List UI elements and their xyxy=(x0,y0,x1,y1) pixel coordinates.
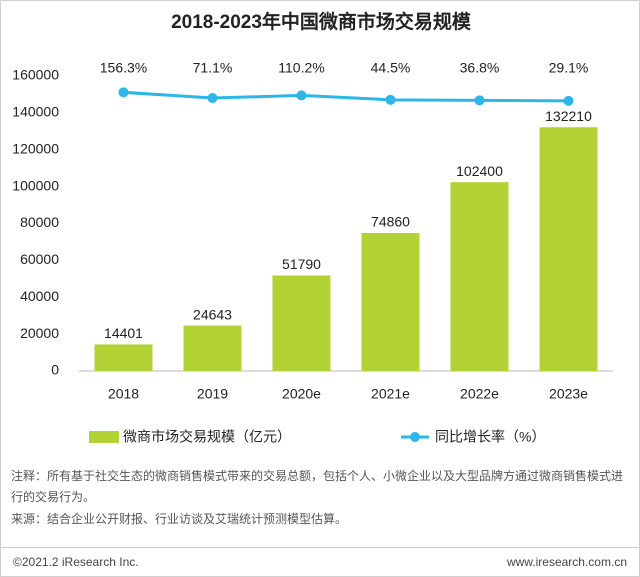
data-label: 156.3% xyxy=(100,60,147,76)
line-marker xyxy=(385,94,396,105)
y-tick-label: 0 xyxy=(51,362,59,378)
line-marker xyxy=(207,93,218,104)
x-tick-label: 2019 xyxy=(197,386,228,402)
data-label: 102400 xyxy=(456,163,503,179)
data-label: 14401 xyxy=(104,325,143,341)
note: 来源：结合企业公开财报、行业访谈及艾瑞统计预测模型估算。 xyxy=(11,512,348,526)
line-marker xyxy=(474,95,485,106)
x-tick-label: 2021e xyxy=(371,386,410,402)
data-label: 36.8% xyxy=(460,60,500,76)
bar xyxy=(450,182,509,371)
line xyxy=(123,90,569,103)
bar xyxy=(272,275,331,371)
y-tick-label: 80000 xyxy=(20,214,59,230)
y-tick-label: 40000 xyxy=(20,288,59,304)
legend-swatch xyxy=(410,432,420,442)
x-tick-label: 2018 xyxy=(108,386,139,402)
bar xyxy=(361,232,420,371)
data-label: 51790 xyxy=(282,256,321,272)
data-label: 71.1% xyxy=(193,60,233,76)
data-label: 110.2% xyxy=(278,60,324,76)
x-tick-label: 2020e xyxy=(282,386,321,402)
data-label: 44.5% xyxy=(371,60,411,76)
y-tick-label: 140000 xyxy=(12,104,59,120)
data-label: 74860 xyxy=(371,214,410,230)
bar xyxy=(183,325,242,371)
y-tick-label: 20000 xyxy=(20,325,59,341)
y-tick-label: 60000 xyxy=(20,251,59,267)
data-label: 132210 xyxy=(545,108,592,124)
chart: 2018-2023年中国微商市场交易规模 0 20000 40000 60000 800… xyxy=(12,10,613,445)
legend-label: 同比增长率（%） xyxy=(435,429,545,445)
divider xyxy=(1,547,639,548)
y-tick-label: 160000 xyxy=(12,67,59,83)
line-marker xyxy=(296,90,307,101)
legend-swatch xyxy=(89,431,119,443)
y-tick-label: 100000 xyxy=(12,177,59,193)
legend-label: 微商市场交易规模（亿元） xyxy=(123,429,291,445)
x-tick-label: 2022e xyxy=(460,386,499,402)
bar xyxy=(539,127,598,371)
website: www.iresearch.com.cn xyxy=(506,555,627,569)
data-label: 29.1% xyxy=(549,60,589,76)
bar xyxy=(94,344,153,371)
note: 注释：所有基于社交生态的微商销售模式带来的交易总额，包括个人、小微企业以及大型品… xyxy=(11,469,624,504)
copyright: ©2021.2 iResearch Inc. xyxy=(13,555,139,569)
y-tick-label: 120000 xyxy=(12,140,59,156)
chart-title: 2018-2023年中国微商市场交易规模 xyxy=(171,10,472,33)
line-marker xyxy=(118,87,129,98)
line-marker xyxy=(563,95,574,106)
x-tick-label: 2023e xyxy=(549,386,588,402)
data-label: 24643 xyxy=(193,306,232,322)
